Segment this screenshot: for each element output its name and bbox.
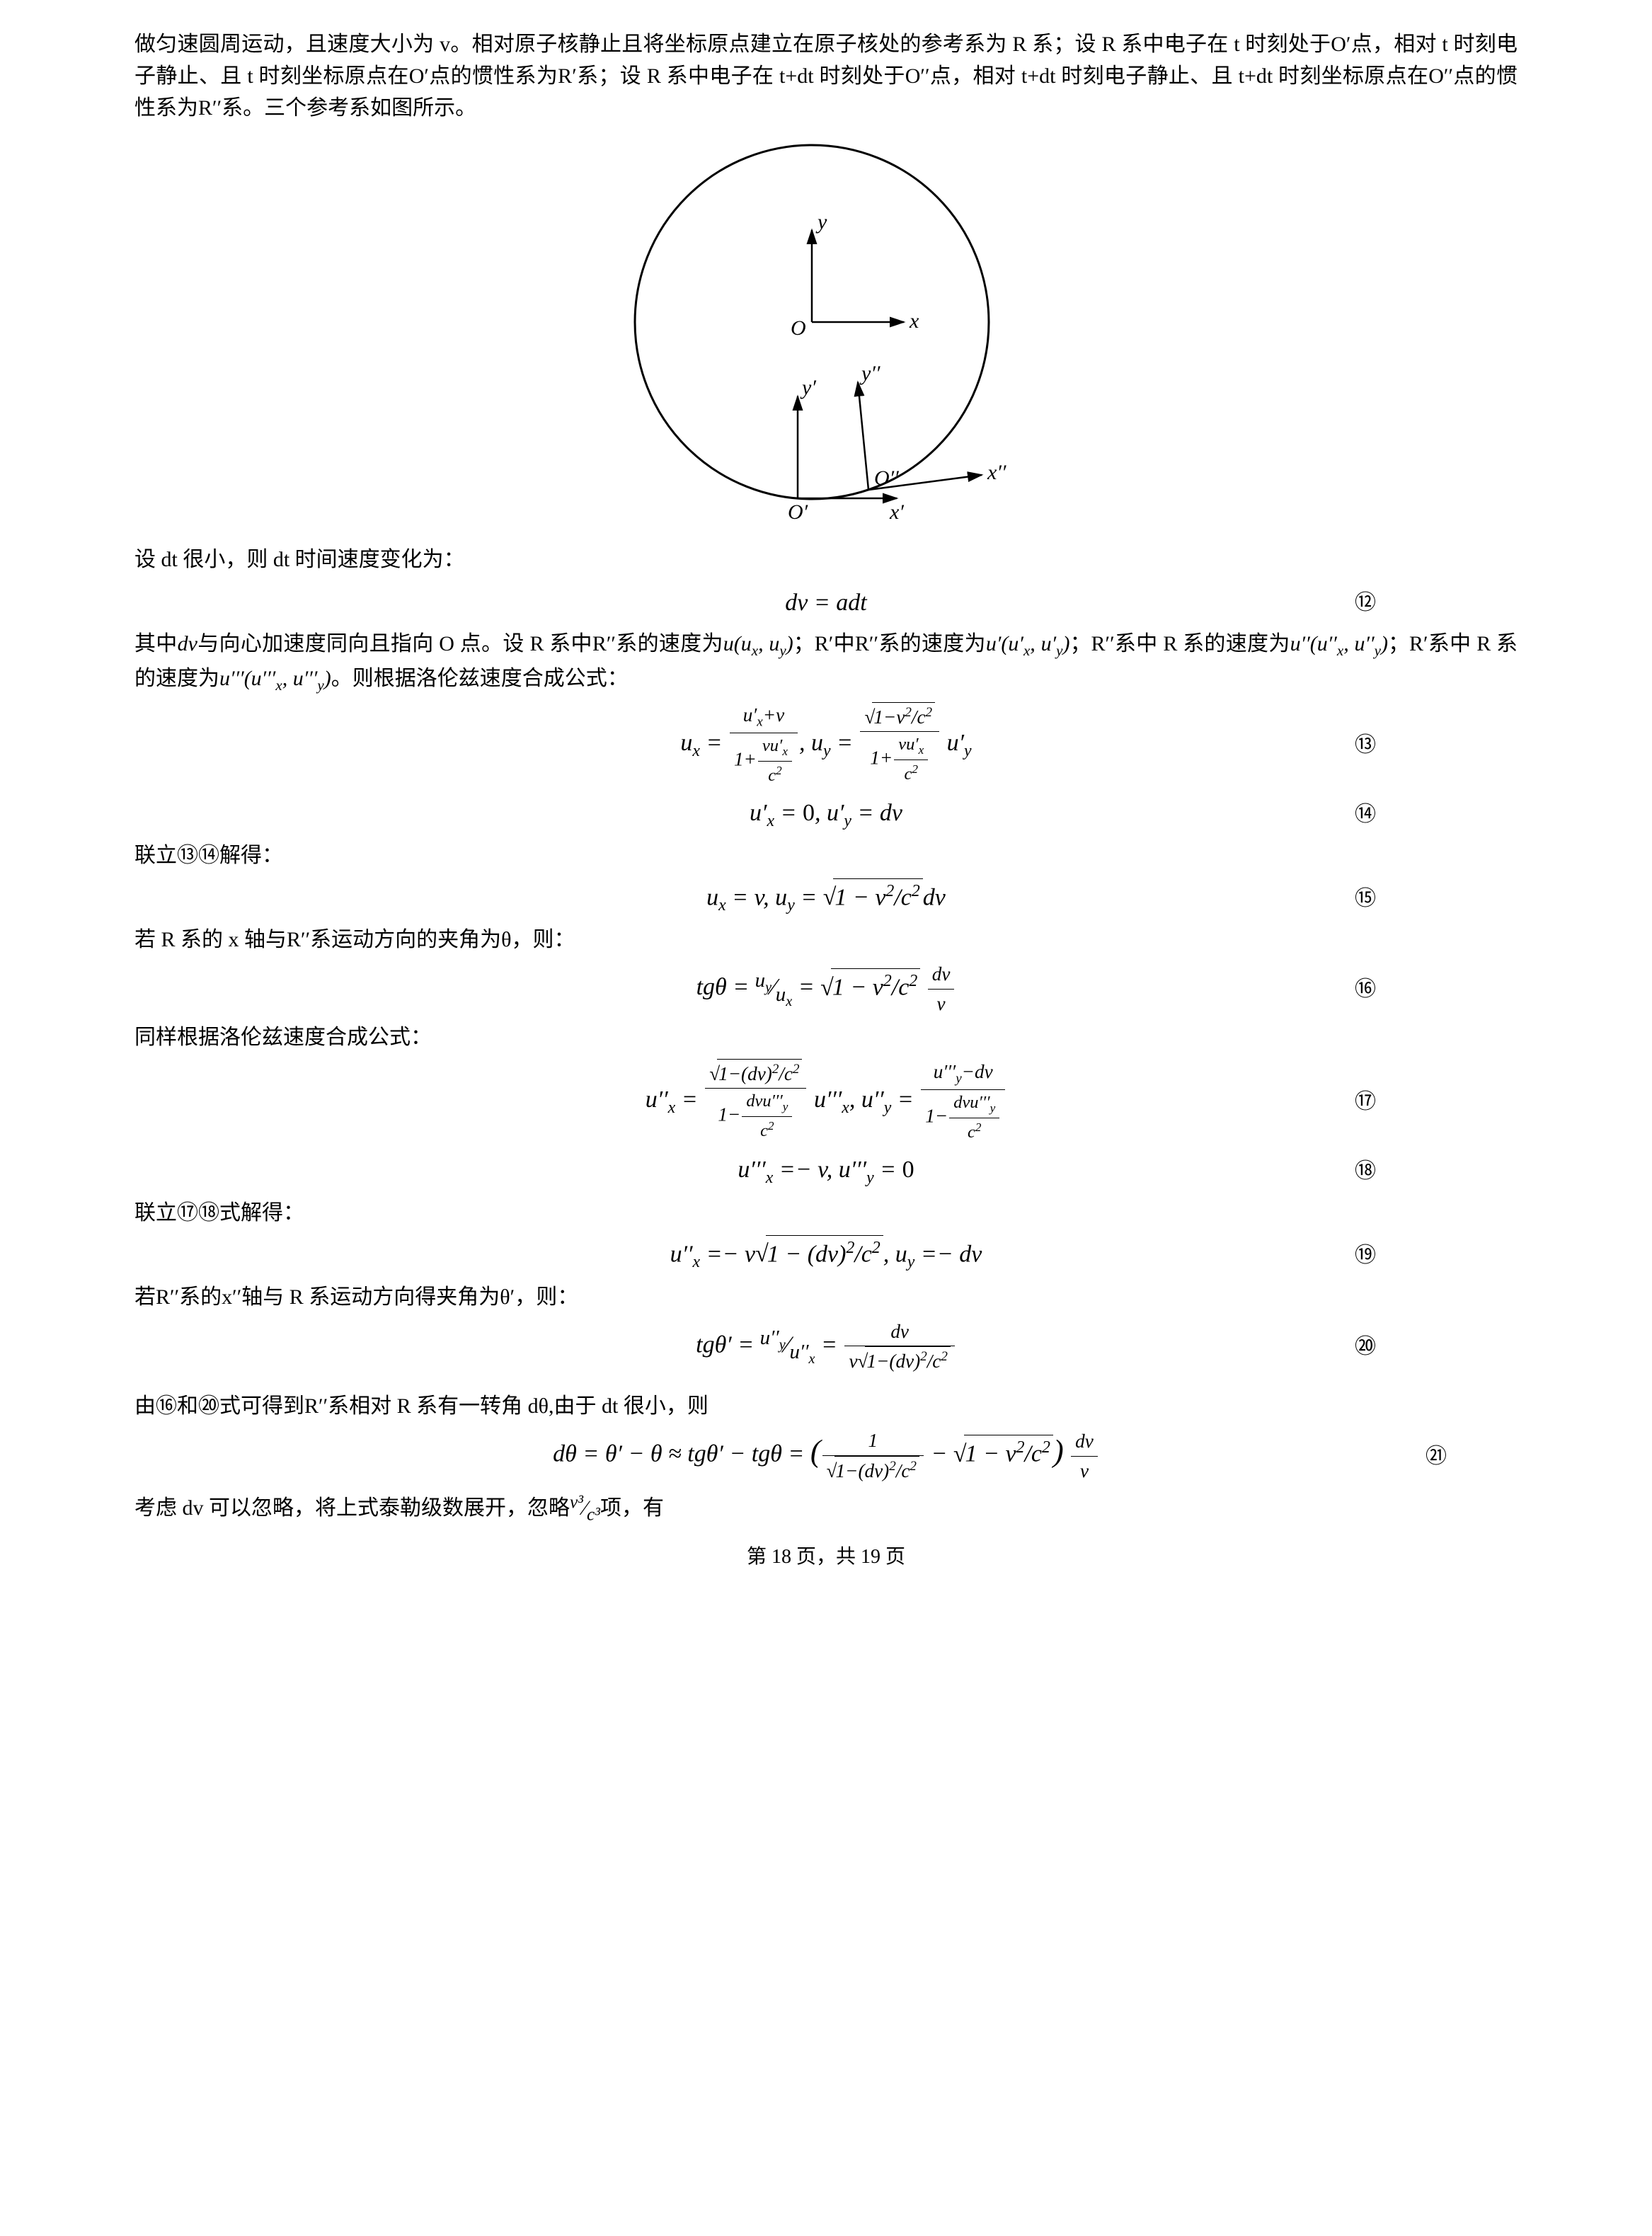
equation-21: dθ = θ′ − θ ≈ tgθ′ − tgθ = (11−(dv)2/c2 … — [134, 1426, 1518, 1486]
eq14-content: u′x = 0, u′y = dv — [134, 795, 1518, 834]
eq12-number: ⑫ — [1355, 587, 1376, 619]
equation-12: dv = adt ⑫ — [134, 580, 1518, 625]
p10-end: 项，有 — [600, 1496, 664, 1520]
p3-mid: 与向心加速度同向且指向 O 点。设 R 系中R′′系的速度为 — [197, 632, 723, 655]
eq18-content: u′′′x =− v, u′′′y = 0 — [134, 1152, 1518, 1191]
p10-pre: 考虑 dv 可以忽略，将上式泰勒级数展开，忽略 — [134, 1496, 570, 1520]
eq12-content: dv = adt — [134, 585, 1518, 621]
eq14-number: ⑭ — [1355, 798, 1376, 830]
p7: 联立⑰⑱式解得： — [134, 1197, 1518, 1229]
eq13-content: ux = u′x+v1+vu′xc2, uy = 1−v2/c21+vu′xc2… — [134, 701, 1518, 789]
eq21-content: dθ = θ′ − θ ≈ tgθ′ − tgθ = (11−(dv)2/c2 … — [134, 1426, 1518, 1486]
equation-13: ux = u′x+v1+vu′xc2, uy = 1−v2/c21+vu′xc2… — [134, 701, 1518, 789]
intro-paragraph: 做匀速圆周运动，且速度大小为 v。相对原子核静止且将坐标原点建立在原子核处的参考… — [134, 28, 1518, 124]
eq16-number: ⑯ — [1355, 973, 1376, 1005]
eq13-number: ⑬ — [1355, 729, 1376, 761]
equation-16: tgθ = uy⁄ux = 1 − v2/c2 dvv ⑯ — [134, 960, 1518, 1019]
eq19-number: ⑲ — [1355, 1239, 1376, 1271]
svg-text:O′′: O′′ — [874, 466, 899, 490]
coordinate-figure: O x y O′ x′ y′ O′′ x′′ y′′ — [134, 138, 1518, 529]
p10-den: c³ — [587, 1504, 600, 1525]
eq19-content: u′′x =− v1 − (dv)2/c2, uy =− dv — [134, 1235, 1518, 1275]
eq21-number: ㉑ — [1426, 1440, 1447, 1472]
equation-14: u′x = 0, u′y = dv ⑭ — [134, 791, 1518, 837]
equation-19: u′′x =− v1 − (dv)2/c2, uy =− dv ⑲ — [134, 1233, 1518, 1278]
p3-pre: 其中 — [134, 632, 178, 655]
eq20-number: ⑳ — [1355, 1331, 1376, 1363]
svg-text:y′: y′ — [800, 376, 816, 399]
p10: 考虑 dv 可以忽略，将上式泰勒级数展开，忽略v³⁄c³项，有 — [134, 1489, 1518, 1528]
p10-num: v³ — [570, 1491, 583, 1512]
svg-text:x: x — [909, 309, 919, 333]
eq15-content: ux = v, uy = 1 − v2/c2dv — [134, 878, 1518, 919]
p3-mid3: ；R′′系中 R 系的速度为 — [1070, 632, 1290, 655]
p6: 同样根据洛伦兹速度合成公式： — [134, 1021, 1518, 1053]
page-footer: 第 18 页，共 19 页 — [134, 1542, 1518, 1572]
svg-text:x′′: x′′ — [987, 461, 1006, 484]
svg-text:O′: O′ — [788, 500, 808, 520]
svg-text:y: y — [815, 210, 827, 234]
svg-text:x′: x′ — [889, 500, 904, 520]
eq17-content: u′′x = 1−(dv)2/c21−dvu′′′yc2 u′′′x, u′′y… — [134, 1057, 1518, 1145]
diagram-svg: O x y O′ x′ y′ O′′ x′′ y′′ — [578, 138, 1074, 520]
svg-text:O: O — [791, 316, 806, 340]
svg-text:y′′: y′′ — [859, 362, 881, 385]
eq15-number: ⑮ — [1355, 883, 1376, 915]
p3-end: 。则根据洛伦兹速度合成公式： — [331, 667, 629, 690]
p3-mid2: ；R′中R′′系的速度为 — [793, 632, 986, 655]
eq16-content: tgθ = uy⁄ux = 1 − v2/c2 dvv — [134, 960, 1518, 1019]
p9: 由⑯和⑳式可得到R′′系相对 R 系有一转角 dθ,由于 dt 很小，则 — [134, 1390, 1518, 1422]
eq17-number: ⑰ — [1355, 1086, 1376, 1118]
p8: 若R′′系的x′′轴与 R 系运动方向得夹角为θ′，则： — [134, 1281, 1518, 1313]
equation-17: u′′x = 1−(dv)2/c21−dvu′′′yc2 u′′′x, u′′y… — [134, 1057, 1518, 1145]
eq20-content: tgθ′ = u′′y⁄u′′x = dvv1−(dv)2/c2 — [134, 1317, 1518, 1377]
p3: 其中dv与向心加速度同向且指向 O 点。设 R 系中R′′系的速度为u(ux, … — [134, 628, 1518, 696]
p5: 若 R 系的 x 轴与R′′系运动方向的夹角为θ，则： — [134, 924, 1518, 956]
equation-15: ux = v, uy = 1 − v2/c2dv ⑮ — [134, 876, 1518, 921]
p2: 设 dt 很小，则 dt 时间速度变化为： — [134, 544, 1518, 575]
equation-20: tgθ′ = u′′y⁄u′′x = dvv1−(dv)2/c2 ⑳ — [134, 1317, 1518, 1377]
eq18-number: ⑱ — [1355, 1155, 1376, 1187]
p4: 联立⑬⑭解得： — [134, 839, 1518, 871]
equation-18: u′′′x =− v, u′′′y = 0 ⑱ — [134, 1149, 1518, 1194]
